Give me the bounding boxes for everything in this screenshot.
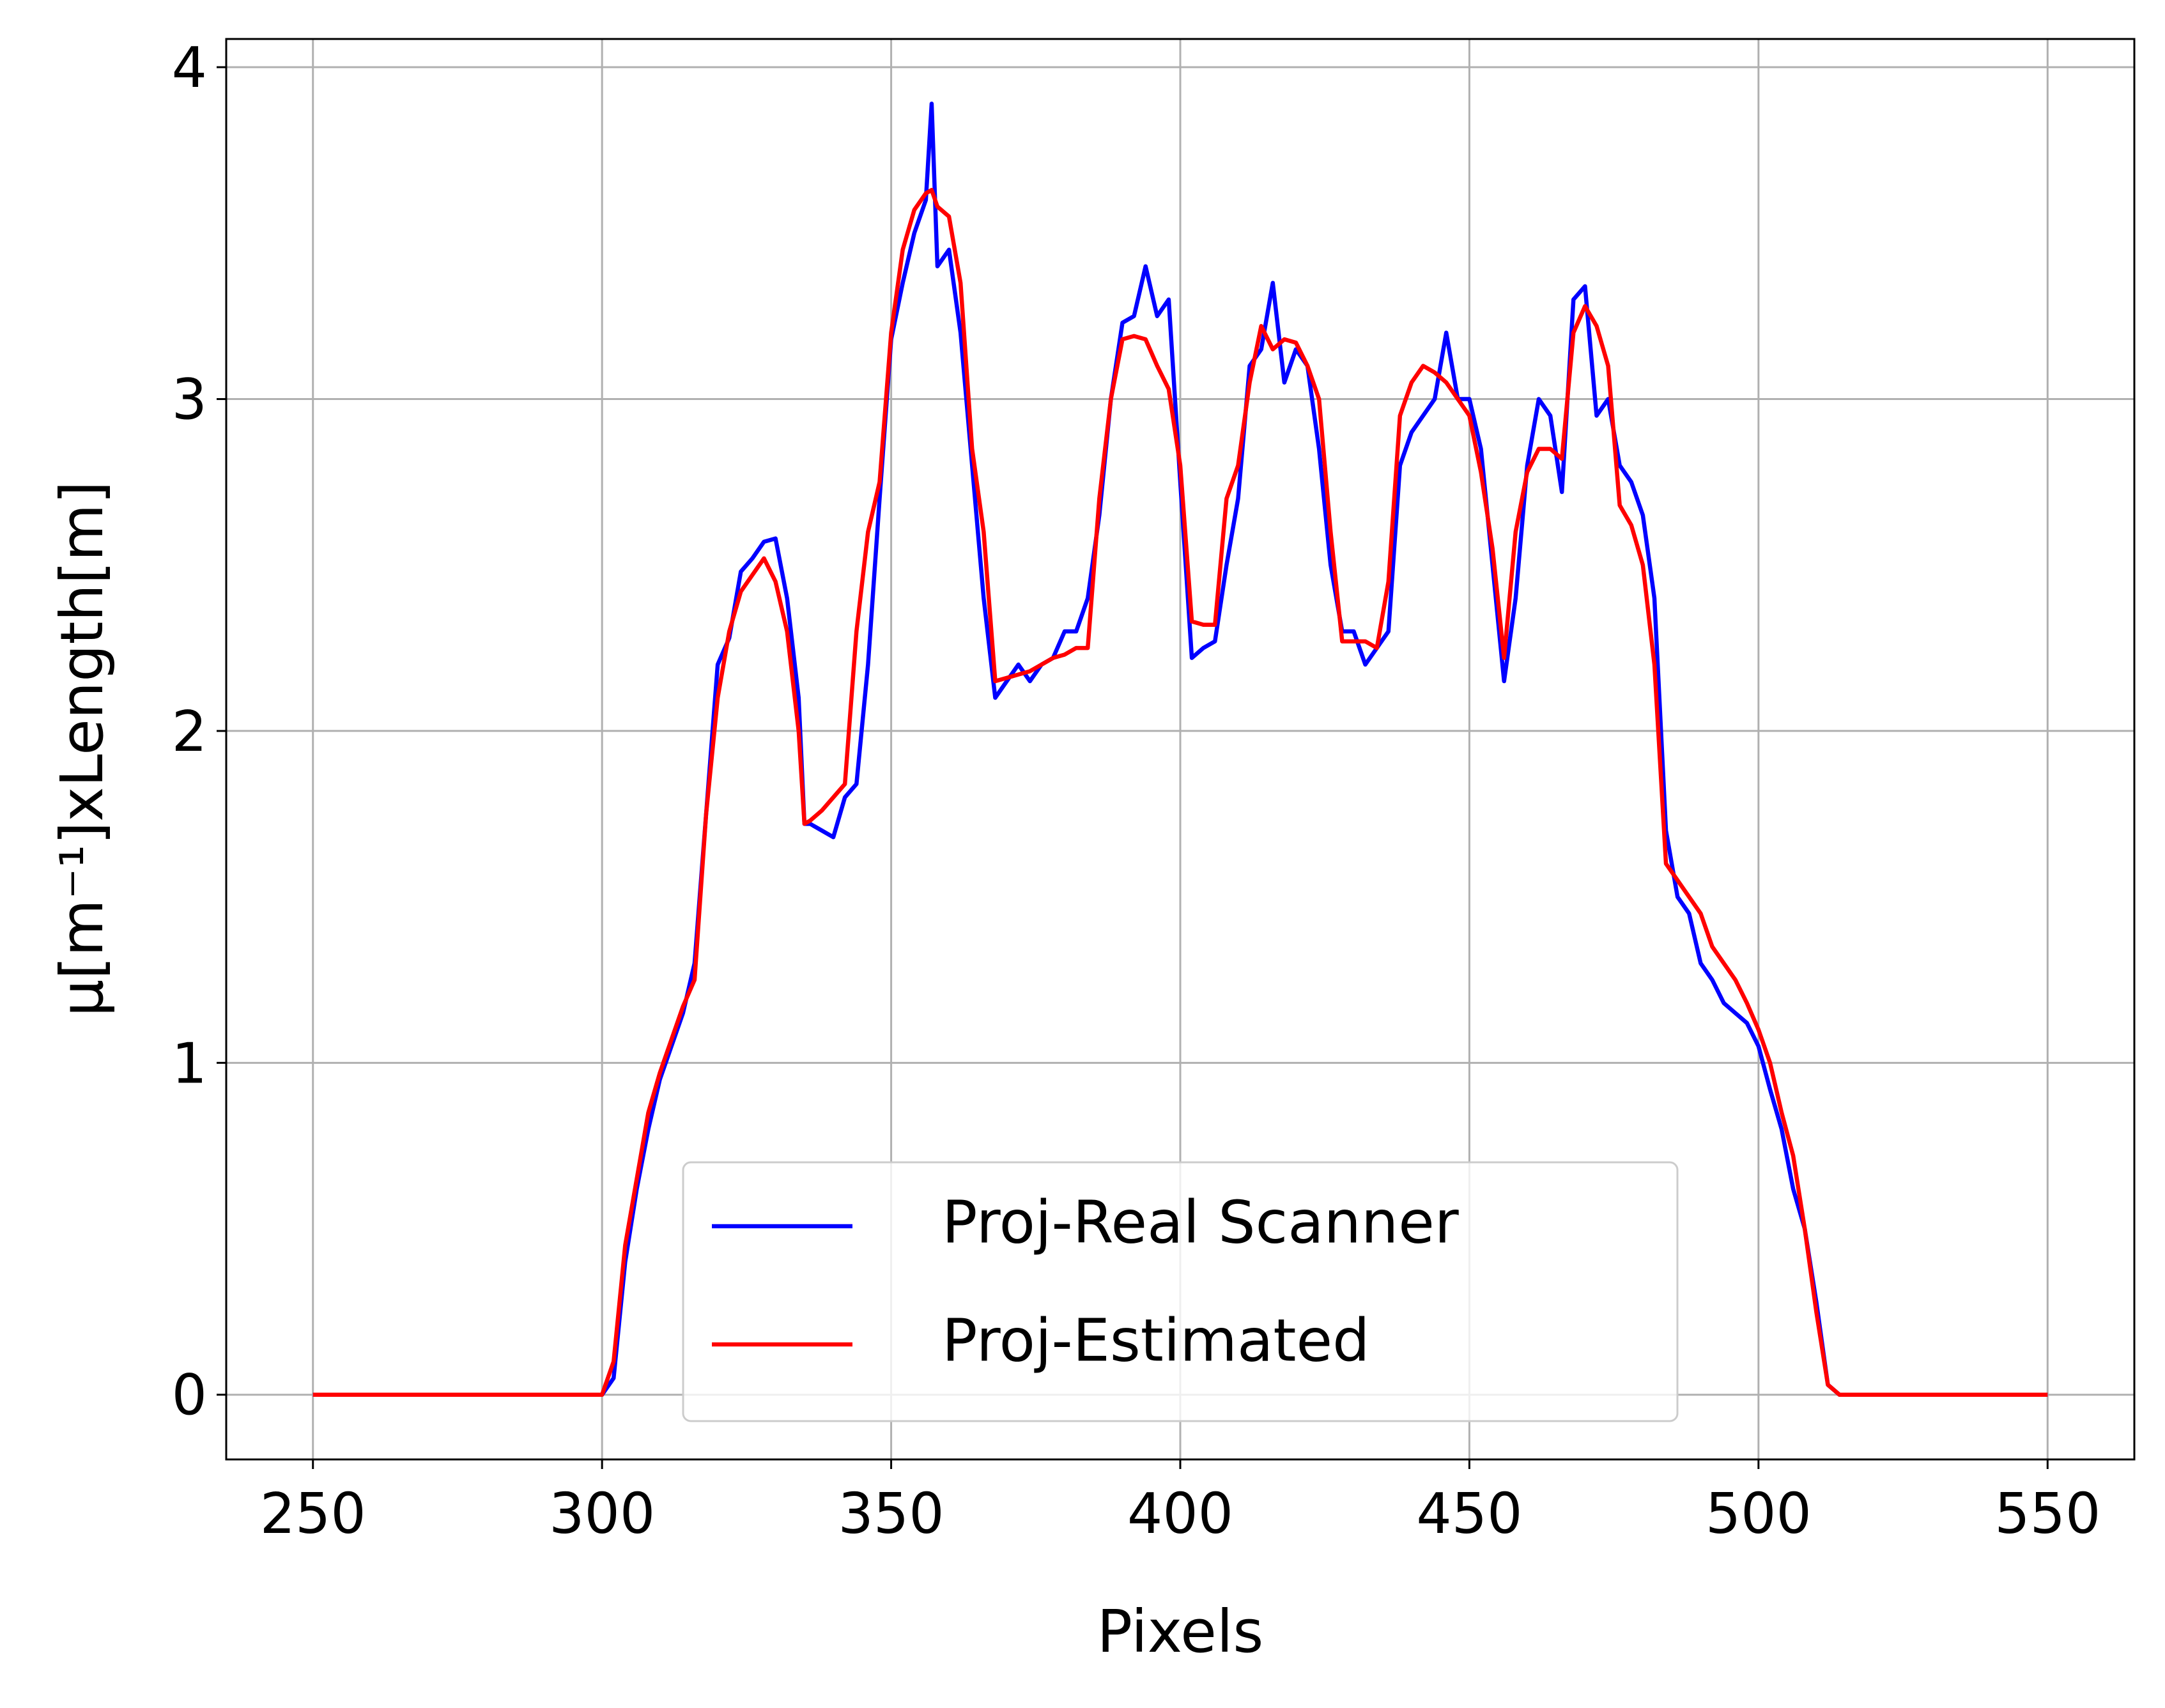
grid bbox=[226, 39, 2134, 1459]
data-line bbox=[312, 188, 2048, 1397]
y-tick-label: 0 bbox=[172, 1363, 207, 1428]
y-tick-label: 4 bbox=[172, 35, 207, 100]
x-tick-label: 350 bbox=[838, 1481, 944, 1546]
data-line bbox=[312, 102, 2048, 1397]
y-tick-label: 1 bbox=[172, 1031, 207, 1096]
plot-lines bbox=[312, 102, 2048, 1397]
x-tick-label: 500 bbox=[1706, 1481, 1812, 1546]
y-axis-label: μ[m⁻¹]xLength[m] bbox=[48, 481, 116, 1017]
x-tick-label: 400 bbox=[1127, 1481, 1233, 1546]
legend-box bbox=[682, 1161, 1679, 1422]
legend: Proj-Real Scanner Proj-Estimated bbox=[682, 1161, 1679, 1422]
y-tick-label: 3 bbox=[172, 367, 207, 433]
legend-label: Proj-Estimated bbox=[942, 1306, 1369, 1374]
x-tick-label: 550 bbox=[1994, 1481, 2100, 1546]
x-axis-label: Pixels bbox=[1097, 1597, 1264, 1666]
y-tick-label: 2 bbox=[172, 699, 207, 764]
ticks: 250 300 350 400 450 500 550 0 1 2 3 4 bbox=[172, 35, 2101, 1546]
x-tick-label: 450 bbox=[1416, 1481, 1522, 1546]
legend-label: Proj-Real Scanner bbox=[942, 1188, 1459, 1256]
x-tick-label: 250 bbox=[260, 1481, 366, 1546]
x-tick-label: 300 bbox=[549, 1481, 655, 1546]
